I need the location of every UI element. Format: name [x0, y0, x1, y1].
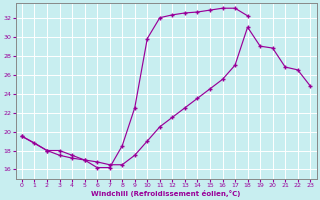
- X-axis label: Windchill (Refroidissement éolien,°C): Windchill (Refroidissement éolien,°C): [92, 190, 241, 197]
